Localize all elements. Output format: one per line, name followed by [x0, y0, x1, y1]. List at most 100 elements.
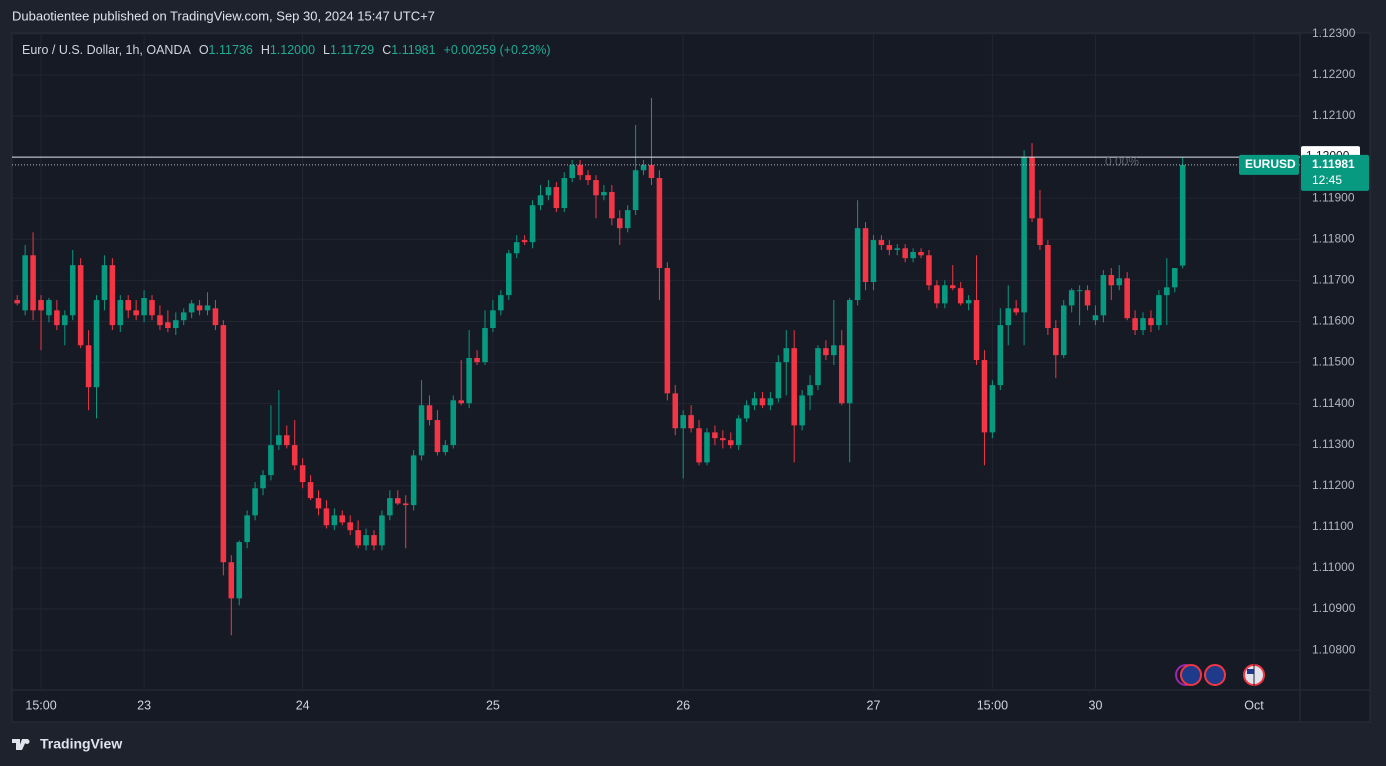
y-tick-label: 1.11700	[1312, 273, 1355, 287]
x-tick-label: 26	[676, 698, 690, 712]
logo-mark	[12, 739, 30, 750]
candle-body	[862, 228, 869, 282]
candle-body	[712, 432, 718, 439]
candle-body	[593, 180, 599, 196]
candle-body	[727, 440, 734, 446]
candle-body	[1092, 315, 1099, 321]
candle-body	[434, 420, 441, 453]
candle-body	[1140, 318, 1146, 331]
candle-body	[1132, 318, 1138, 331]
candle-body	[387, 498, 393, 516]
candle-body	[934, 285, 940, 304]
legend: Euro / U.S. Dollar, 1h, OANDA O 1.11736 H 1…	[22, 43, 551, 57]
ohlc-key: H	[260, 43, 270, 57]
candle-body	[410, 455, 417, 506]
candle-body	[236, 542, 242, 599]
candle-body	[482, 328, 488, 363]
candle-body	[1108, 275, 1115, 286]
candle-body	[545, 187, 552, 196]
candle-body	[704, 432, 710, 463]
ohlc-key: C	[382, 43, 392, 57]
level-label: 0.00%	[1105, 154, 1139, 168]
candle-body	[212, 308, 219, 326]
candle-body	[1005, 308, 1012, 326]
x-tick-label: 30	[1089, 698, 1103, 712]
candle-body	[648, 164, 655, 179]
candle-body	[323, 508, 330, 526]
candle-body	[252, 488, 258, 516]
candle-body	[466, 358, 472, 404]
candle-body	[268, 445, 274, 476]
y-tick-label: 1.11600	[1312, 314, 1355, 328]
candle-body	[601, 192, 607, 196]
y-tick-label: 1.10900	[1312, 601, 1356, 615]
candle-body	[14, 300, 21, 304]
candle-body	[751, 398, 758, 406]
brand-logo	[12, 739, 30, 750]
candle-body	[775, 362, 782, 399]
candle-body	[720, 438, 726, 441]
ohlc-value: 1.11729	[329, 43, 375, 57]
price-tag-label: 1.11981	[1312, 157, 1355, 171]
candle-body	[997, 325, 1004, 386]
candle-body	[157, 315, 163, 326]
ohlc-value: 1.12000	[269, 43, 316, 57]
y-tick-label: 1.12300	[1312, 26, 1356, 40]
candle-body	[1053, 328, 1059, 356]
candle-body	[133, 310, 139, 316]
candle-body	[379, 515, 385, 546]
candle-body	[1037, 218, 1043, 246]
candle-body	[846, 300, 853, 404]
candle-body	[418, 405, 425, 456]
candle-body	[1156, 295, 1162, 326]
y-tick-label: 1.11300	[1312, 437, 1355, 451]
ticker-tag-label: EURUSD	[1245, 157, 1296, 171]
event-icon	[1180, 664, 1202, 686]
candle-body	[696, 428, 702, 463]
candle-body	[276, 435, 282, 446]
candle-body	[180, 312, 187, 321]
countdown: 12:45	[1312, 173, 1342, 187]
y-tick-label: 1.12200	[1312, 67, 1356, 81]
candle-body	[46, 300, 52, 316]
candle-body	[442, 445, 449, 453]
y-tick-label: 1.11900	[1312, 190, 1355, 204]
candle-body	[355, 530, 361, 546]
candle-body	[30, 255, 36, 311]
ohlc-key: L	[323, 43, 330, 57]
candle-body	[553, 187, 560, 209]
candle-body	[426, 405, 433, 421]
candle-body	[815, 348, 821, 386]
candle-body	[973, 300, 980, 361]
candle-body	[244, 515, 250, 543]
candle-body	[1045, 245, 1051, 329]
candle-body	[807, 385, 813, 396]
y-tick-label: 1.11400	[1312, 396, 1355, 410]
candle-body	[291, 445, 298, 466]
x-tick-label: 27	[867, 698, 881, 712]
candle-body	[347, 522, 353, 531]
y-tick-label: 1.12100	[1312, 108, 1356, 122]
candle-body	[93, 300, 100, 388]
candle-body	[632, 170, 639, 211]
y-tick-label: 1.11800	[1312, 231, 1355, 245]
candle-body	[791, 348, 797, 426]
candle-body	[854, 228, 861, 301]
flag-canton	[1247, 669, 1254, 674]
candle-body	[117, 300, 124, 326]
y-tick-label: 1.11200	[1312, 478, 1355, 492]
candle-body	[62, 315, 68, 326]
candle-body	[957, 288, 964, 304]
candle-body	[949, 285, 956, 289]
candle-body	[188, 303, 195, 313]
candle-body	[537, 195, 544, 206]
candle-body	[743, 405, 750, 419]
event-icon	[1204, 664, 1226, 686]
candle-body	[165, 322, 171, 329]
candle-body	[767, 398, 774, 406]
candle-body	[942, 285, 948, 304]
brand: TradingView	[40, 736, 122, 752]
x-tick-label: 24	[296, 698, 310, 712]
candle-body	[894, 248, 901, 250]
candle-body	[799, 395, 805, 426]
